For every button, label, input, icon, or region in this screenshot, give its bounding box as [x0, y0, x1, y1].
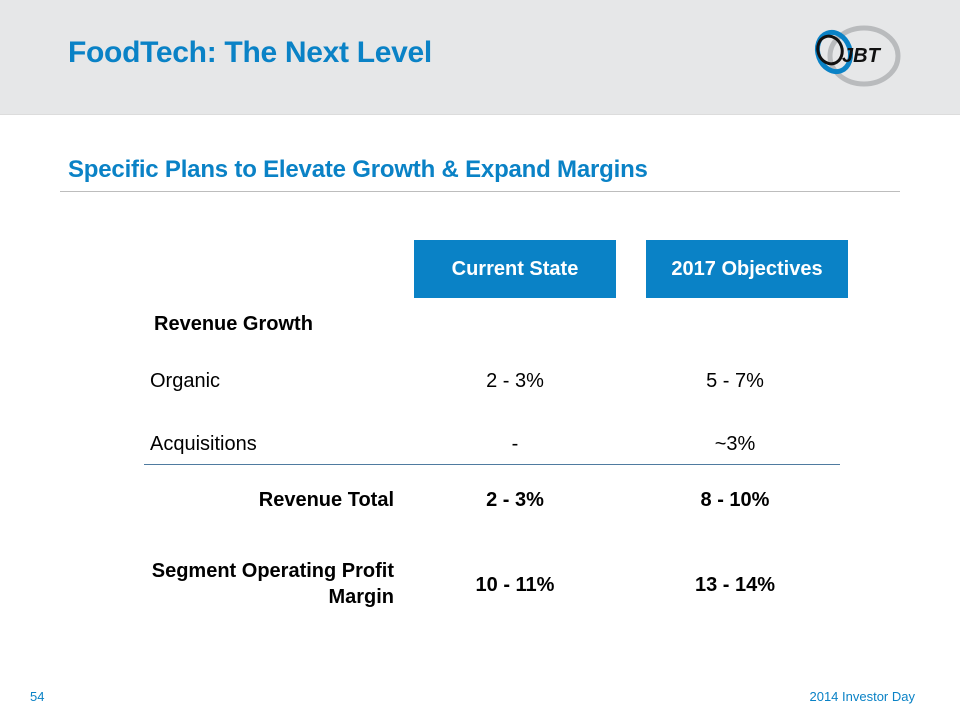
- slide-subtitle: Specific Plans to Elevate Growth & Expan…: [68, 156, 648, 183]
- organic-current-value: 2 - 3%: [486, 370, 544, 392]
- slide-title: FoodTech: The Next Level: [68, 36, 432, 69]
- margin-objective-value: 13 - 14%: [694, 574, 776, 596]
- margin-label-line1: Segment Operating Profit: [151, 560, 394, 582]
- revenue-total-current-value: 2 - 3%: [486, 489, 544, 511]
- total-divider: [144, 464, 840, 465]
- margin-current-value: 10 - 11%: [475, 574, 555, 596]
- row-label-acquisitions: Acquisitions: [150, 433, 257, 455]
- acquisitions-current-value: -: [511, 433, 519, 455]
- row-label-segment-operating-profit-margin: Segment Operating Profit Margin: [152, 558, 394, 610]
- revenue-total-objective-value: 8 - 10%: [700, 489, 770, 511]
- page-number: 54: [30, 689, 45, 704]
- row-label-organic: Organic: [150, 370, 221, 392]
- column-header-current-state: Current State: [414, 240, 616, 298]
- header-band: [0, 0, 960, 115]
- jbt-logo-icon: JBT: [812, 24, 902, 90]
- logo-text: JBT: [842, 45, 882, 67]
- subtitle-divider: [60, 191, 900, 192]
- margin-label-line2: Margin: [328, 586, 394, 608]
- column-header-2017-objectives: 2017 Objectives: [646, 240, 848, 298]
- footer-event: 2014 Investor Day: [809, 689, 915, 704]
- section-label-revenue-growth: Revenue Growth: [154, 313, 313, 335]
- organic-objective-value: 5 - 7%: [706, 370, 764, 392]
- row-label-revenue-total: Revenue Total: [258, 489, 394, 511]
- acquisitions-objective-value: ~3%: [714, 433, 756, 455]
